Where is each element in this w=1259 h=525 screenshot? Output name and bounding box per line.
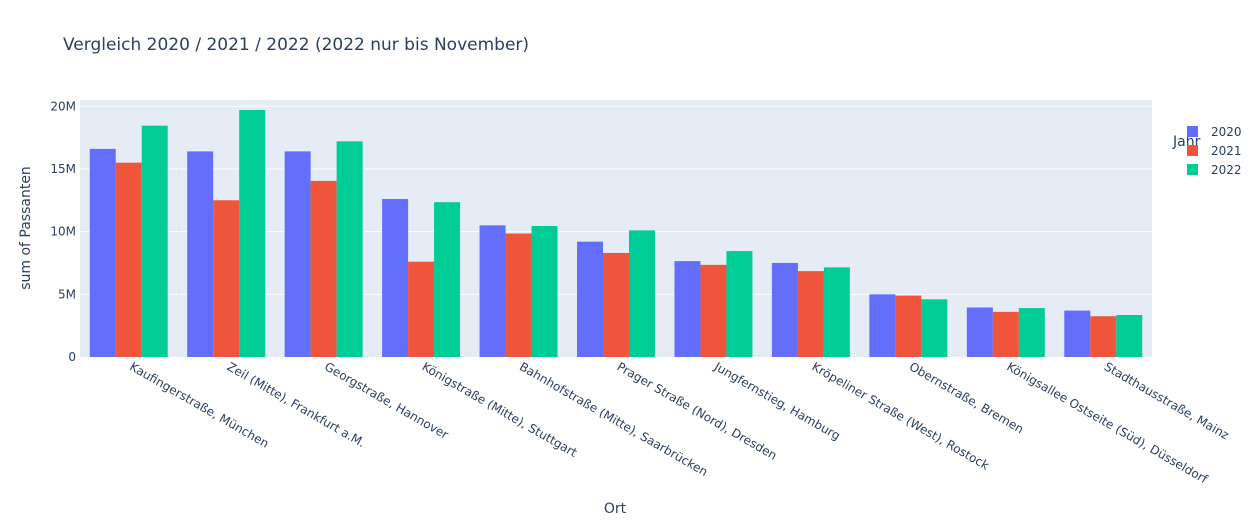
legend-label[interactable]: 2022	[1211, 163, 1242, 177]
y-tick-label: 0	[68, 350, 76, 364]
bar-2021[interactable]	[1090, 316, 1117, 357]
legend-label[interactable]: 2021	[1211, 144, 1242, 158]
bar-2020[interactable]	[479, 225, 506, 357]
bar-2021[interactable]	[213, 200, 240, 357]
bar-2022[interactable]	[1116, 315, 1143, 357]
bar-2022[interactable]	[921, 299, 948, 357]
bar-2022[interactable]	[239, 110, 266, 357]
bar-2022[interactable]	[1018, 308, 1045, 357]
x-tick-label: Königstraße (Mitte), Stuttgart	[420, 359, 580, 460]
bar-2021[interactable]	[895, 295, 922, 357]
bar-2021[interactable]	[115, 162, 142, 357]
bar-2021[interactable]	[505, 233, 532, 357]
bar-2020[interactable]	[771, 262, 798, 357]
bar-2022[interactable]	[434, 202, 461, 357]
bar-2020[interactable]	[577, 241, 604, 357]
bar-2020[interactable]	[966, 307, 993, 357]
bars	[89, 110, 1143, 357]
x-axis-title: Ort	[604, 501, 627, 517]
bar-2022[interactable]	[823, 267, 850, 357]
bar-2022[interactable]	[531, 225, 558, 357]
bar-2021[interactable]	[797, 271, 824, 357]
y-axis-ticks: 0 5M 10M 15M 20M	[50, 99, 76, 364]
bar-2022[interactable]	[726, 251, 753, 357]
bar-2020[interactable]	[187, 151, 214, 357]
x-tick-label: Prager Straße (Nord), Dresden	[615, 359, 780, 462]
y-tick-label: 10M	[50, 225, 76, 239]
bar-2021[interactable]	[992, 311, 1019, 357]
x-tick-label: Kröpeliner Straße (West), Rostock	[809, 359, 991, 472]
bar-2020[interactable]	[869, 294, 896, 357]
x-tick-label: Bahnhofstraße (Mitte), Saarbrücken	[517, 359, 710, 479]
y-tick-label: 20M	[50, 99, 76, 113]
legend-swatch[interactable]	[1187, 145, 1198, 156]
bar-2020[interactable]	[89, 148, 116, 357]
legend-label[interactable]: 2020	[1211, 125, 1242, 139]
x-tick-label: Königsallee Ostseite (Süd), Düsseldorf	[1004, 359, 1210, 486]
bar-2021[interactable]	[408, 261, 435, 357]
bar-2020[interactable]	[284, 151, 311, 357]
chart-title: Vergleich 2020 / 2021 / 2022 (2022 nur b…	[63, 35, 529, 55]
y-tick-label: 5M	[58, 287, 76, 301]
bar-2022[interactable]	[336, 141, 363, 357]
bar-2020[interactable]	[674, 261, 701, 357]
bar-2020[interactable]	[382, 199, 409, 357]
bar-2022[interactable]	[141, 125, 168, 357]
y-axis-title: sum of Passanten	[18, 166, 34, 290]
bar-2021[interactable]	[700, 264, 727, 357]
bar-2021[interactable]	[603, 252, 629, 357]
legend-swatch[interactable]	[1187, 164, 1198, 175]
legend-swatch[interactable]	[1187, 126, 1198, 137]
y-tick-label: 15M	[50, 162, 76, 176]
bar-2021[interactable]	[310, 180, 337, 357]
bar-2022[interactable]	[628, 230, 655, 357]
bar-2020[interactable]	[1064, 310, 1091, 357]
